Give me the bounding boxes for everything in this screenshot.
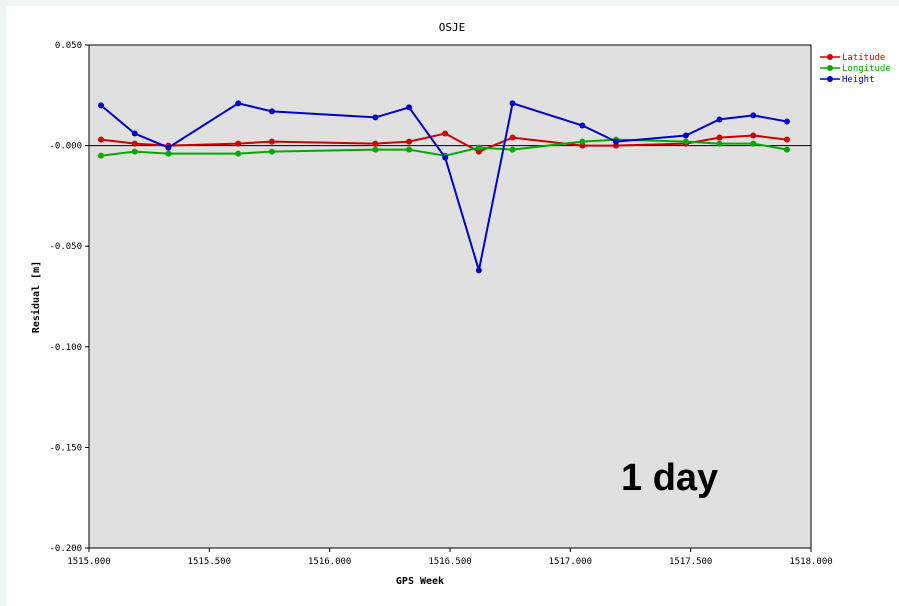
x-axis-label: GPS Week: [396, 576, 444, 587]
data-point: [131, 148, 138, 155]
data-point: [750, 112, 757, 119]
series-latitude: [98, 130, 790, 155]
data-point: [750, 140, 757, 147]
data-point: [509, 134, 516, 141]
period-annotation: 1 day: [621, 457, 718, 499]
series-line: [100, 102, 788, 271]
data-point: [235, 100, 242, 107]
x-tick-label: 1517.000: [549, 557, 592, 567]
y-tick-label: -0.100: [49, 343, 82, 353]
data-point: [579, 122, 586, 129]
data-point: [716, 116, 723, 123]
data-point: [613, 138, 620, 145]
y-tick-label: -0.150: [49, 443, 82, 453]
data-point: [750, 132, 757, 139]
data-point: [98, 136, 105, 143]
data-point: [406, 146, 413, 153]
data-point: [475, 267, 482, 274]
x-tick-label: 1516.000: [308, 557, 351, 567]
data-point: [131, 140, 138, 147]
data-point: [372, 140, 379, 147]
data-point: [783, 136, 790, 143]
x-tick-label: 1515.500: [188, 557, 231, 567]
series-longitude: [98, 136, 790, 159]
x-tick-label: 1517.500: [669, 557, 712, 567]
plot-area: [88, 44, 812, 549]
data-point: [268, 148, 275, 155]
y-axis-label: Residual [m]: [30, 261, 42, 333]
series-line: [100, 132, 788, 153]
data-point: [716, 134, 723, 141]
y-tick-label: -0.050: [49, 242, 82, 252]
data-point: [579, 138, 586, 145]
data-point: [406, 104, 413, 111]
data-point: [372, 146, 379, 153]
data-point: [165, 150, 172, 157]
data-point: [442, 130, 449, 137]
data-point: [268, 108, 275, 115]
legend-entry: Longitude: [842, 64, 891, 74]
data-point: [475, 144, 482, 151]
legend-marker: [827, 54, 833, 60]
y-tick-label: -0.000: [49, 142, 82, 152]
data-point: [406, 138, 413, 145]
legend-entry: Latitude: [842, 53, 885, 63]
data-point: [509, 100, 516, 107]
data-point: [509, 146, 516, 153]
series-height: [98, 100, 790, 274]
data-point: [372, 114, 379, 121]
data-point: [235, 140, 242, 147]
x-tick-label: 1515.000: [67, 557, 110, 567]
y-tick-label: 0.050: [55, 41, 82, 51]
data-point: [783, 146, 790, 153]
x-tick-label: 1518.000: [789, 557, 832, 567]
data-point: [682, 132, 689, 139]
data-point: [442, 154, 449, 161]
legend-marker: [827, 65, 833, 71]
chart-title: OSJE: [439, 21, 466, 34]
legend-entry: Height: [842, 75, 875, 85]
legend-marker: [827, 76, 833, 82]
data-point: [131, 130, 138, 137]
series-line: [100, 138, 788, 157]
data-point: [98, 102, 105, 109]
data-point: [98, 152, 105, 159]
y-tick-label: -0.200: [49, 544, 82, 554]
data-point: [716, 140, 723, 147]
data-point: [682, 138, 689, 145]
data-point: [268, 138, 275, 145]
data-point: [165, 144, 172, 151]
x-tick-label: 1516.500: [428, 557, 471, 567]
data-point: [783, 118, 790, 125]
data-point: [235, 150, 242, 157]
